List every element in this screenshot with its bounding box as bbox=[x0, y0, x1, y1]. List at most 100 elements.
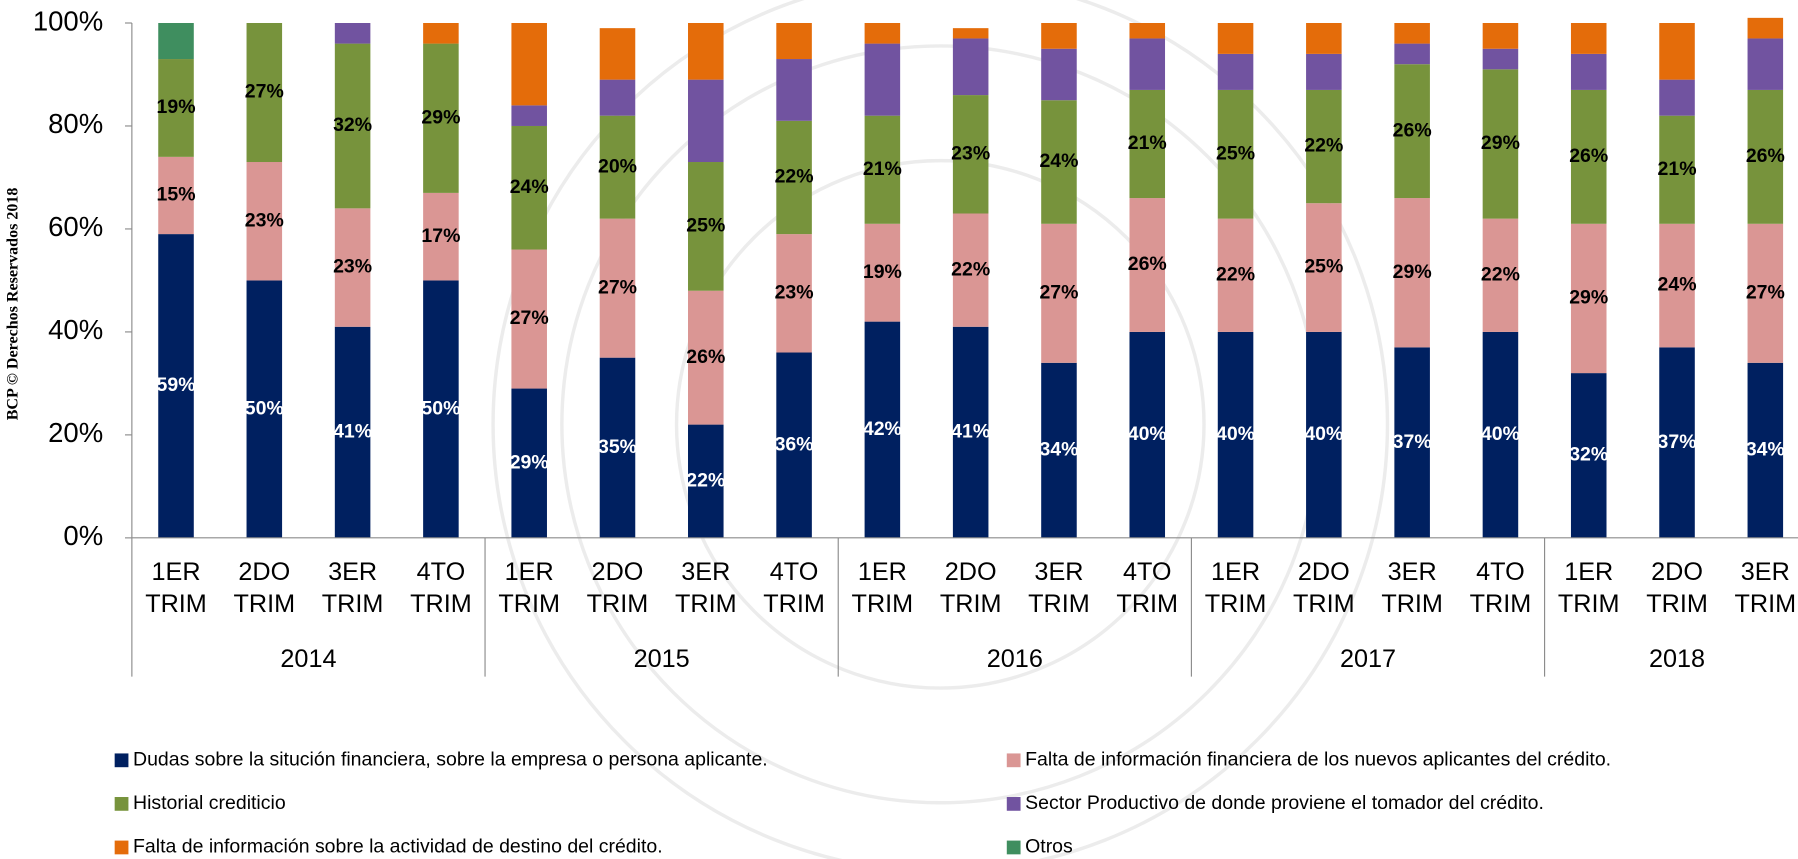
x-tick-label: 2DO bbox=[1298, 558, 1350, 586]
data-label: 15% bbox=[157, 184, 196, 206]
x-tick-label: 3ER bbox=[328, 558, 377, 586]
bar-segment bbox=[688, 424, 724, 538]
bar-segment bbox=[1129, 38, 1166, 90]
data-label: 23% bbox=[775, 281, 814, 303]
bar-segment bbox=[864, 321, 901, 538]
x-tick-label: 4TO bbox=[1123, 558, 1172, 586]
bar-segment bbox=[1659, 23, 1695, 80]
bar-segment bbox=[1394, 43, 1430, 65]
data-label: 21% bbox=[1658, 158, 1697, 180]
y-tick-label: 40% bbox=[48, 314, 103, 345]
data-label: 19% bbox=[157, 96, 196, 118]
data-label: 34% bbox=[1039, 438, 1078, 460]
data-label: 42% bbox=[863, 418, 902, 440]
data-label: 40% bbox=[1128, 423, 1167, 445]
bar-segment bbox=[1747, 362, 1784, 538]
bar-segment bbox=[423, 280, 459, 538]
data-label: 37% bbox=[1658, 431, 1697, 453]
legend-swatch bbox=[1006, 840, 1021, 855]
bar-segment bbox=[1394, 64, 1430, 199]
bar-segment bbox=[864, 43, 901, 116]
legend-label: Historial crediticio bbox=[133, 792, 286, 814]
bar-segment bbox=[599, 79, 636, 116]
bar-segment bbox=[246, 162, 283, 281]
x-tick-label: 2DO bbox=[592, 558, 644, 586]
x-tick-label: TRIM bbox=[498, 590, 560, 618]
data-label: 22% bbox=[686, 469, 725, 491]
bar-segment bbox=[952, 213, 989, 327]
x-tick-label: TRIM bbox=[322, 590, 384, 618]
x-tick-label: TRIM bbox=[1734, 590, 1796, 618]
x-tick-label: TRIM bbox=[1116, 590, 1178, 618]
x-tick-label: TRIM bbox=[1646, 590, 1708, 618]
data-label: 27% bbox=[245, 81, 284, 103]
x-tick-label: 1ER bbox=[505, 558, 554, 586]
x-tick-label: 2DO bbox=[1651, 558, 1703, 586]
x-tick-label: 3ER bbox=[681, 558, 730, 586]
bar-segment bbox=[1306, 203, 1342, 332]
x-tick-label: TRIM bbox=[852, 590, 914, 618]
bar-segment bbox=[1129, 331, 1166, 538]
legend-swatch bbox=[1006, 797, 1021, 811]
bar-segment bbox=[1129, 23, 1166, 39]
bar-segment bbox=[952, 38, 989, 96]
x-tick-label: TRIM bbox=[1028, 590, 1090, 618]
bar-segment bbox=[1394, 23, 1430, 44]
group-label: 2014 bbox=[280, 645, 336, 673]
bar-segment bbox=[1217, 53, 1254, 90]
data-label: 34% bbox=[1746, 438, 1785, 460]
data-label: 27% bbox=[510, 307, 549, 329]
data-label: 21% bbox=[1128, 132, 1167, 154]
bar-segment bbox=[1129, 198, 1166, 332]
bar-segment bbox=[599, 28, 636, 80]
bar-segment bbox=[1306, 23, 1342, 54]
legend-swatch bbox=[114, 840, 129, 855]
bar-segment bbox=[688, 162, 724, 291]
bar-segment bbox=[1217, 23, 1254, 54]
data-label: 37% bbox=[1393, 431, 1432, 453]
x-tick-label: TRIM bbox=[1558, 590, 1620, 618]
data-label: 24% bbox=[510, 176, 549, 198]
bar-segment bbox=[599, 115, 636, 219]
bar-segment bbox=[1217, 331, 1254, 538]
bar-segment bbox=[511, 105, 547, 126]
bar-segment bbox=[511, 388, 547, 538]
group-label: 2015 bbox=[634, 645, 690, 673]
bar-segment bbox=[246, 23, 283, 163]
data-label: 27% bbox=[1039, 281, 1078, 303]
bar-segment bbox=[334, 208, 371, 327]
x-tick-label: TRIM bbox=[587, 590, 649, 618]
data-label: 19% bbox=[863, 261, 902, 283]
bar-segment bbox=[1041, 223, 1077, 363]
data-label: 40% bbox=[1216, 423, 1255, 445]
data-label: 22% bbox=[1304, 135, 1343, 157]
bar-segment bbox=[952, 326, 989, 538]
x-tick-label: TRIM bbox=[1293, 590, 1355, 618]
x-tick-label: TRIM bbox=[940, 590, 1002, 618]
bar-segment bbox=[1747, 38, 1784, 90]
data-label: 32% bbox=[1569, 444, 1608, 466]
bar-segment bbox=[864, 23, 901, 44]
data-label: 27% bbox=[1746, 281, 1785, 303]
y-tick-label: 20% bbox=[48, 417, 103, 448]
data-label: 22% bbox=[775, 166, 814, 188]
x-tick-label: TRIM bbox=[675, 590, 737, 618]
data-label: 35% bbox=[598, 436, 637, 458]
bar-segment bbox=[599, 357, 636, 538]
bar-segment bbox=[158, 23, 194, 60]
data-label: 23% bbox=[951, 142, 990, 164]
data-label: 50% bbox=[245, 397, 284, 419]
data-label: 29% bbox=[1569, 287, 1608, 309]
x-tick-label: 2DO bbox=[945, 558, 997, 586]
group-label: 2016 bbox=[987, 645, 1043, 673]
data-label: 29% bbox=[1393, 261, 1432, 283]
bar-segment bbox=[246, 280, 283, 538]
bar-segment bbox=[1659, 347, 1695, 538]
x-tick-label: 3ER bbox=[1034, 558, 1083, 586]
data-label: 29% bbox=[1481, 132, 1520, 154]
y-tick-label: 60% bbox=[48, 211, 103, 242]
bar-segment bbox=[1482, 331, 1519, 538]
bar-segment bbox=[776, 352, 812, 538]
x-tick-label: TRIM bbox=[233, 590, 295, 618]
y-tick-label: 0% bbox=[63, 520, 103, 551]
